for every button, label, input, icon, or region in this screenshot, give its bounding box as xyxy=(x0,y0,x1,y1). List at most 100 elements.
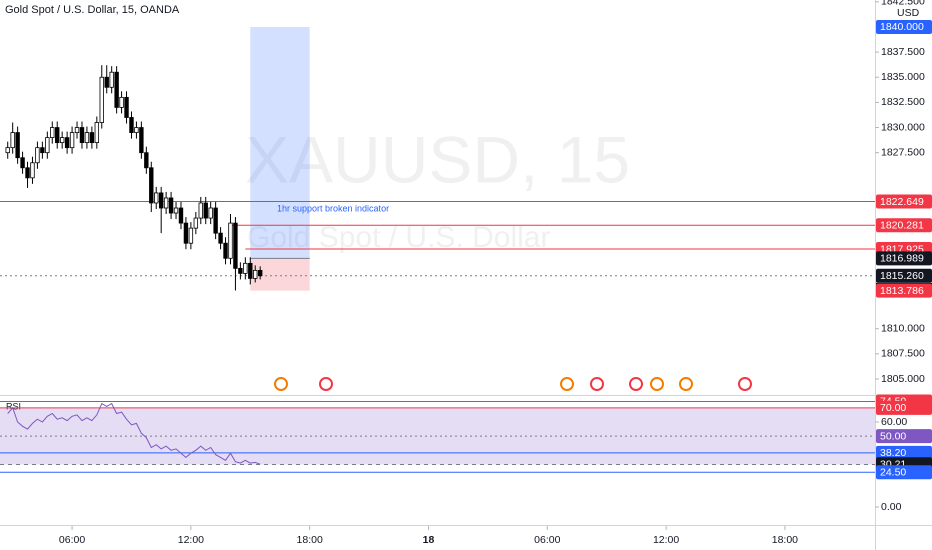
level-label: 70.00 xyxy=(880,402,906,414)
x-tick-label: 18:00 xyxy=(297,534,323,546)
candle-body xyxy=(228,222,233,259)
candle-body xyxy=(208,207,213,219)
watermark: XAUUSD, 15 Gold Spot / U.S. Dollar xyxy=(245,122,630,253)
candle-body xyxy=(99,76,104,123)
rsi-line xyxy=(7,402,261,465)
candle-body xyxy=(163,197,169,209)
candle-body xyxy=(223,242,228,259)
y-tick-label: 1835.000 xyxy=(881,71,925,83)
level-label: 1813.786 xyxy=(880,285,924,297)
watermark-description: Gold Spot / U.S. Dollar xyxy=(247,221,550,254)
candle-body xyxy=(10,132,15,149)
y-tick-label: 1810.000 xyxy=(881,322,925,334)
event-flag[interactable] xyxy=(319,377,333,391)
candle-body xyxy=(35,147,40,164)
y-tick-label: 1827.500 xyxy=(881,146,925,158)
level-label: 1840.000 xyxy=(880,21,924,33)
candle-body xyxy=(74,127,80,133)
level-label-bg xyxy=(876,194,932,209)
event-flag[interactable] xyxy=(590,377,604,391)
candle-body xyxy=(45,137,50,154)
x-tick-label: 12:00 xyxy=(653,534,679,546)
candle-body xyxy=(30,162,35,179)
level-label: 1822.649 xyxy=(880,196,924,208)
candle-body xyxy=(149,167,154,204)
candle-body xyxy=(124,96,129,118)
level-label-bg xyxy=(876,218,932,233)
level-label-bg xyxy=(876,465,932,480)
candle-body xyxy=(55,127,60,144)
candle-body xyxy=(84,132,90,144)
currency: USD xyxy=(897,7,920,19)
event-flags xyxy=(274,377,752,391)
candle-body xyxy=(5,147,10,154)
level-label-bg xyxy=(876,283,932,298)
candle-body xyxy=(168,197,174,214)
level-label-bg xyxy=(876,268,932,283)
x-tick-label: 12:00 xyxy=(178,534,204,546)
annotation: 1hr support broken indicator xyxy=(277,203,389,213)
candle-body xyxy=(40,147,45,154)
candle-body xyxy=(188,227,194,244)
x-tick-label: 18:00 xyxy=(772,534,798,546)
candle-body xyxy=(253,269,258,279)
candle-body xyxy=(15,132,20,159)
candle-body xyxy=(129,117,134,133)
candle-body xyxy=(218,232,223,244)
candle-body xyxy=(203,202,208,219)
candle-body xyxy=(193,217,199,229)
event-flag[interactable] xyxy=(650,377,664,391)
y-tick-label: 1837.500 xyxy=(881,46,925,58)
candle-body xyxy=(238,267,243,274)
candle-body xyxy=(139,127,144,154)
y-tick-label: 0.00 xyxy=(881,501,902,513)
level-label-bg xyxy=(876,251,932,266)
candle-body xyxy=(79,127,85,144)
chart-title: Gold Spot / U.S. Dollar, 15, OANDA xyxy=(5,4,180,16)
position-target xyxy=(250,26,310,259)
y-tick-label: 60.00 xyxy=(881,416,907,428)
candle-body xyxy=(114,71,119,108)
level-label: 50.00 xyxy=(880,430,906,442)
event-flag[interactable] xyxy=(274,377,288,391)
x-tick-label: 06:00 xyxy=(59,534,85,546)
candle-body xyxy=(257,269,263,277)
level-label: 1820.281 xyxy=(880,220,924,232)
y-tick-label: 1805.000 xyxy=(881,373,925,385)
candle-body xyxy=(233,222,238,269)
event-flag[interactable] xyxy=(629,377,643,391)
candle-body xyxy=(213,207,218,234)
x-tick-label: 06:00 xyxy=(534,534,560,546)
candle-body xyxy=(183,222,189,244)
level-label-bg xyxy=(876,445,932,460)
candle-body xyxy=(198,202,203,219)
event-flag[interactable] xyxy=(560,377,574,391)
candle-body xyxy=(89,132,95,144)
candle-body xyxy=(173,207,179,214)
level-label: 24.50 xyxy=(880,467,906,479)
candle-body xyxy=(144,152,149,169)
candle-body xyxy=(20,157,25,169)
candle-body xyxy=(119,96,124,108)
candle-body xyxy=(69,132,75,149)
candle-body xyxy=(178,207,184,224)
candle-body xyxy=(134,127,139,133)
candle-body xyxy=(50,127,55,139)
y-tick-label: 1842.500 xyxy=(881,0,925,8)
candle-body xyxy=(243,262,248,274)
y-tick-label: 1832.500 xyxy=(881,96,925,108)
level-label-bg xyxy=(876,19,932,34)
candle-body xyxy=(59,137,65,144)
candle-body xyxy=(104,76,109,88)
level-label-bg xyxy=(876,429,932,444)
event-flag[interactable] xyxy=(679,377,693,391)
candle-body xyxy=(25,167,30,179)
candle-body xyxy=(94,122,100,144)
level-label-bg xyxy=(876,400,932,415)
candle-body xyxy=(248,262,253,279)
x-tick-label: 18 xyxy=(423,534,435,546)
watermark-symbol: XAUUSD, 15 xyxy=(245,122,630,196)
event-flag[interactable] xyxy=(738,377,752,391)
